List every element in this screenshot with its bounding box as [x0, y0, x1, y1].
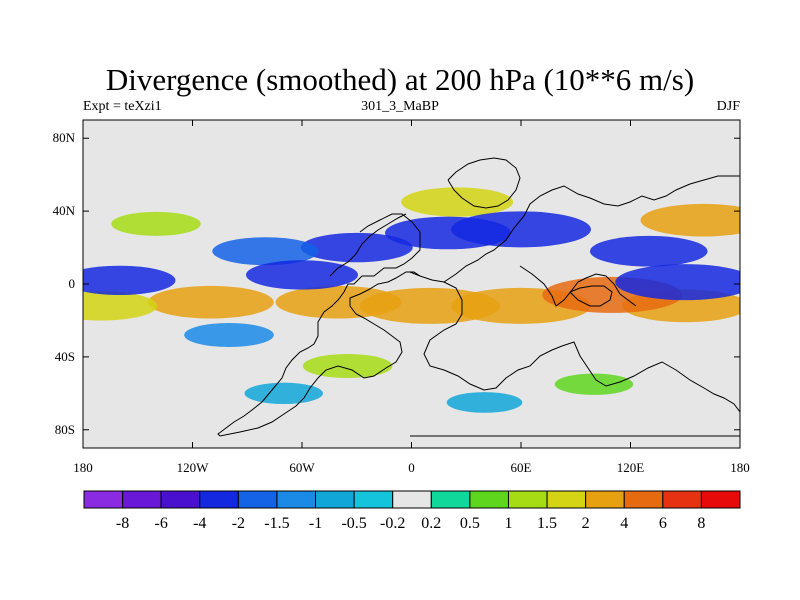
- latitude-axis: 80N 40N 0 40S 80S: [53, 130, 740, 437]
- divergence-cell: [212, 237, 319, 266]
- plot-title: Divergence (smoothed) at 200 hPa (10**6 …: [105, 62, 695, 97]
- lon-tick-label: 180: [73, 460, 93, 475]
- lat-tick-label: 80N: [53, 130, 76, 145]
- divergence-field: [83, 187, 740, 413]
- divergence-cell: [385, 216, 511, 250]
- colorbar-label: -0.2: [380, 515, 405, 532]
- lat-tick-label: 40N: [53, 203, 76, 218]
- divergence-cell: [446, 392, 523, 413]
- colorbar-label: 0.5: [460, 515, 480, 532]
- colorbar-swatch: [469, 490, 509, 509]
- colorbar-label: 2: [582, 515, 590, 532]
- colorbar-label: -4: [193, 515, 206, 532]
- divergence-cell: [640, 203, 740, 237]
- coastline-americas: [217, 213, 421, 437]
- divergence-cell: [147, 285, 274, 319]
- divergence-cell: [300, 232, 413, 263]
- colorbar-label: 8: [697, 515, 705, 532]
- colorbar-swatch: [430, 490, 471, 509]
- colorbar-swatch: [546, 490, 587, 509]
- divergence-cell: [401, 187, 514, 217]
- coastline-africa-eurasia: [409, 271, 740, 437]
- lon-tick-label: 120E: [617, 460, 645, 475]
- colorbar-swatch: [276, 490, 317, 509]
- colorbar-label: -0.5: [341, 515, 366, 532]
- colorbar-label: 0.2: [421, 515, 441, 532]
- divergence-cell: [275, 285, 402, 319]
- colorbar-swatch: [199, 490, 239, 509]
- divergence-cell: [83, 291, 158, 321]
- colorbar-label: 1: [504, 515, 512, 532]
- colorbar-swatch: [160, 490, 201, 509]
- lon-tick-label: 0: [408, 460, 415, 475]
- colorbar-swatch: [700, 490, 741, 509]
- colorbar-swatch: [623, 490, 664, 509]
- divergence-cell: [554, 373, 634, 395]
- coastline-india: [519, 265, 637, 307]
- divergence-cell: [589, 235, 708, 267]
- lon-tick-label: 180: [730, 460, 750, 475]
- divergence-cell: [111, 211, 201, 236]
- colorbar-label: -6: [155, 515, 168, 532]
- colorbar-label: -1.5: [264, 515, 289, 532]
- colorbar-swatch: [392, 490, 432, 509]
- coastline-north-america: [329, 213, 407, 277]
- colorbar-label: 6: [659, 515, 667, 532]
- colorbar-swatch: [662, 490, 702, 509]
- lat-tick-label: 40S: [55, 349, 75, 364]
- longitude-axis: 180 120W 60W 0 60E 120E 180: [73, 120, 750, 475]
- colorbar-swatch: [237, 490, 278, 509]
- colorbar-swatch: [122, 490, 162, 509]
- colorbar-swatch: [83, 490, 124, 509]
- divergence-cell: [302, 354, 393, 378]
- divergence-cell: [83, 265, 176, 296]
- colorbar-label: 1.5: [537, 515, 557, 532]
- experiment-label: Expt = teXzi1: [83, 99, 162, 114]
- colorbar-swatch: [315, 490, 355, 509]
- coastline-asia-north: [443, 175, 740, 283]
- lat-tick-label: 0: [69, 276, 76, 291]
- season-label: DJF: [716, 99, 740, 114]
- divergence-cell: [615, 264, 740, 301]
- lon-tick-label: 60W: [289, 460, 315, 475]
- colorbar-swatch: [507, 490, 548, 509]
- coastline-outline: [217, 157, 740, 437]
- coastline-australia: [569, 285, 613, 307]
- colorbar-label: -8: [116, 515, 129, 532]
- colorbar-swatch: [585, 490, 625, 509]
- colorbar-swatch: [353, 490, 394, 509]
- coastline-greenland: [447, 157, 521, 209]
- colorbar-label: -2: [232, 515, 245, 532]
- divergence-cell: [184, 323, 274, 348]
- lon-tick-label: 60E: [511, 460, 532, 475]
- colorbar-label: 4: [620, 515, 628, 532]
- lat-tick-label: 80S: [55, 422, 75, 437]
- run-id-label: 301_3_MaBP: [361, 99, 439, 114]
- colorbar-label: -1: [309, 515, 322, 532]
- lon-tick-label: 120W: [177, 460, 210, 475]
- divergence-cell: [246, 260, 358, 290]
